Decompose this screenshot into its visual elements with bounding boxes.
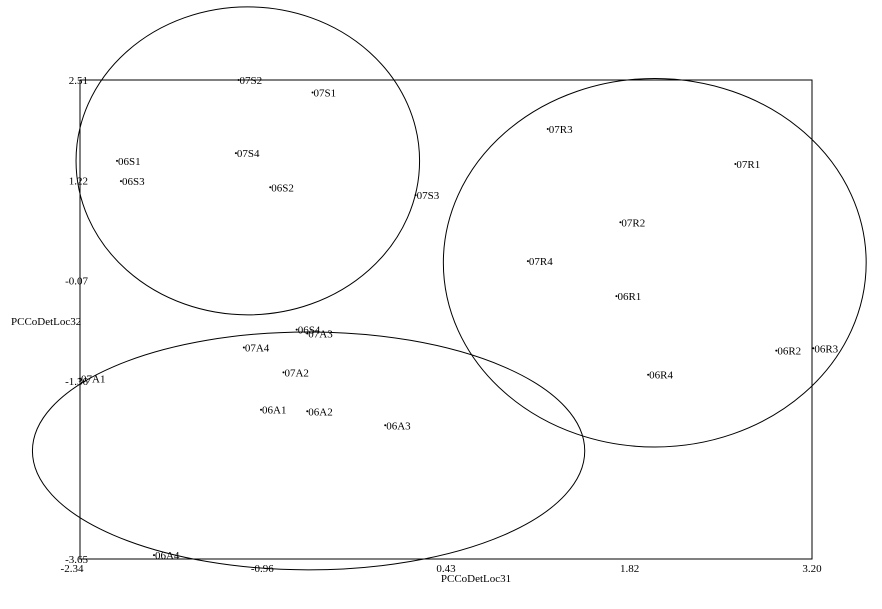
- data-point-label: 06A1: [262, 405, 286, 417]
- data-point-marker: [234, 152, 237, 155]
- ellipse-group-a: [31, 331, 586, 571]
- group-ellipses: [31, 6, 867, 571]
- data-point-label: 06S4: [298, 325, 321, 337]
- x-tick-labels: -2.34 -0.96 0.43 1.82 3.20: [61, 563, 823, 575]
- data-point-label: 06S1: [118, 156, 141, 168]
- data-point-marker: [295, 328, 298, 331]
- data-point-marker: [647, 373, 650, 376]
- data-point-label: 07S4: [237, 148, 260, 160]
- data-point-marker: [546, 127, 549, 130]
- y-tick-labels: 2.51 1.22 -0.07 -1.36 -3.65: [65, 75, 88, 566]
- y-tick-label: -0.07: [65, 276, 88, 288]
- y-tick-label: -1.36: [65, 376, 88, 388]
- data-point-label: 06S2: [271, 182, 294, 194]
- y-axis-title: PCCoDetLoc32: [11, 316, 81, 328]
- data-point-marker: [734, 162, 737, 165]
- data-point-marker: [79, 377, 81, 380]
- ellipse-group-r: [442, 77, 867, 448]
- data-point-label: 06R1: [617, 291, 641, 303]
- ellipse-group-s: [75, 6, 421, 316]
- data-point-label: 06R4: [649, 370, 673, 382]
- x-tick-label: 0.43: [436, 563, 456, 575]
- data-point-marker: [152, 554, 155, 557]
- data-point-label: 07R4: [529, 256, 553, 268]
- x-tick-label: 3.20: [802, 563, 822, 575]
- data-point-label: 07S1: [314, 87, 337, 99]
- data-point-marker: [311, 91, 314, 94]
- data-point-marker: [306, 332, 309, 335]
- data-point-marker: [775, 349, 778, 352]
- x-tick-label: 1.82: [620, 563, 639, 575]
- y-tick-label: 2.51: [69, 75, 88, 87]
- data-point-marker: [306, 410, 309, 413]
- data-point-label: 07A4: [245, 342, 270, 354]
- data-point-label: 07R2: [621, 217, 645, 229]
- data-point-marker: [260, 408, 263, 411]
- data-point-label: 07R1: [736, 159, 760, 171]
- data-point-label: 06S3: [122, 176, 145, 188]
- data-point-marker: [812, 347, 815, 350]
- data-point-marker: [526, 260, 529, 263]
- data-point-label: 06A2: [308, 406, 332, 418]
- x-tick-label: -2.34: [61, 563, 84, 575]
- y-tick-label: 1.22: [69, 175, 88, 187]
- x-tick-label: -0.96: [251, 563, 274, 575]
- data-point-label: 07A1: [81, 374, 105, 386]
- data-points: 07S2 07S1 06S1 06S3 07S4 06S2 07S3 07R3 07R1 07R2…: [79, 75, 839, 562]
- data-point-marker: [237, 79, 240, 81]
- data-point-label: 07A2: [284, 367, 308, 379]
- plot-frame: [79, 79, 813, 560]
- data-point-marker: [619, 221, 622, 224]
- data-point-marker: [615, 295, 618, 298]
- data-point-label: 07S3: [417, 190, 440, 202]
- data-point-marker: [269, 186, 272, 189]
- data-point-marker: [242, 346, 245, 349]
- data-point-label: 06A4: [155, 550, 180, 562]
- data-point-marker: [115, 159, 118, 162]
- data-point-label: 07S2: [240, 75, 263, 87]
- y-tick-label: -3.65: [65, 554, 88, 566]
- x-axis-title: PCCoDetLoc31: [441, 573, 511, 585]
- data-point-marker: [384, 424, 387, 427]
- data-point-marker: [282, 371, 285, 374]
- data-point-label: 07A3: [308, 328, 333, 340]
- data-point-marker: [119, 180, 122, 183]
- data-point-label: 06R2: [777, 346, 801, 358]
- data-point-label: 06A3: [386, 420, 411, 432]
- data-point-label: 06R3: [814, 343, 838, 355]
- data-point-marker: [414, 194, 417, 197]
- data-point-label: 07R3: [549, 124, 573, 136]
